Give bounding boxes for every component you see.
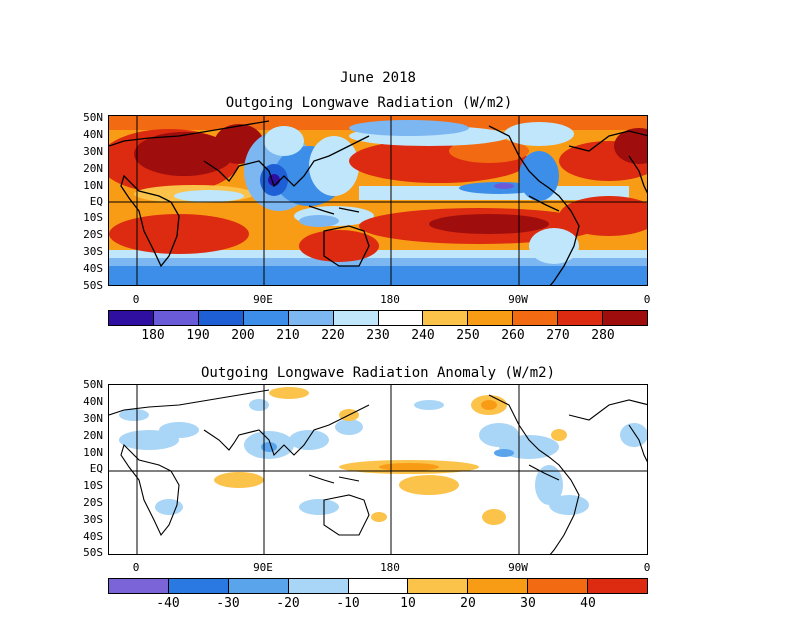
colorbar-segment [333, 311, 379, 325]
lat-label: 40S [83, 262, 103, 275]
colorbar-anomaly [108, 578, 648, 594]
colorbar-label: 20 [460, 596, 476, 611]
lat-label: 40S [83, 530, 103, 543]
colorbar-label: 200 [231, 328, 255, 343]
lon-label: 0 [643, 561, 651, 574]
lat-label: 20S [83, 496, 103, 509]
lon-label: 90E [253, 293, 273, 306]
colorbar-segment [378, 311, 424, 325]
colorbar-label: 220 [321, 328, 345, 343]
lon-label: 90E [253, 561, 273, 574]
lon-label: 0 [132, 293, 140, 306]
olr-map [108, 115, 648, 286]
colorbar-label: 10 [400, 596, 416, 611]
colorbar-segment [109, 579, 169, 593]
colorbar-label: -30 [216, 596, 240, 611]
chart-title: June 2018 [340, 70, 416, 86]
lat-label: 50N [83, 378, 103, 391]
lat-label: 50S [83, 279, 103, 292]
colorbar-label: 240 [411, 328, 435, 343]
colorbar-label: 250 [456, 328, 480, 343]
colorbar-olr [108, 310, 648, 326]
lat-label: 30N [83, 412, 103, 425]
colorbar-segment [558, 311, 604, 325]
lat-label: 20N [83, 162, 103, 175]
lon-label: 180 [380, 293, 400, 306]
lat-label: 40N [83, 395, 103, 408]
chart-subtitle: Outgoing Longwave Radiation (W/m2) [225, 95, 513, 111]
colorbar-label: 260 [501, 328, 525, 343]
anomaly-field [109, 385, 647, 554]
lat-label: 50S [83, 546, 103, 559]
colorbar-segment [348, 579, 409, 593]
lat-label: 10S [83, 479, 103, 492]
colorbar-label: -40 [156, 596, 180, 611]
colorbar-label: 280 [591, 328, 615, 343]
anomaly-title: Outgoing Longwave Radiation Anomaly (W/m… [200, 365, 556, 381]
lat-label: 30N [83, 145, 103, 158]
lat-label: 20N [83, 429, 103, 442]
lat-label: 30S [83, 245, 103, 258]
colorbar-segment [243, 311, 289, 325]
lat-label: 30S [83, 513, 103, 526]
colorbar-segment [153, 311, 199, 325]
lon-label: 180 [380, 561, 400, 574]
colorbar-segment [423, 311, 469, 325]
colorbar-segment [468, 579, 529, 593]
lat-label: 50N [83, 111, 103, 124]
lat-label: EQ [89, 195, 103, 208]
colorbar-label: 210 [276, 328, 300, 343]
colorbar-segment [109, 311, 154, 325]
lon-label: 0 [132, 561, 140, 574]
colorbar-segment [408, 579, 469, 593]
colorbar-segment [468, 311, 514, 325]
olr-field [109, 116, 647, 285]
lon-label: 90W [508, 293, 528, 306]
colorbar-label: 190 [186, 328, 210, 343]
colorbar-label: 30 [520, 596, 536, 611]
colorbar-segment [168, 579, 229, 593]
colorbar-label: 180 [141, 328, 165, 343]
lat-label: 40N [83, 128, 103, 141]
colorbar-label: 40 [580, 596, 596, 611]
colorbar-label: 270 [546, 328, 570, 343]
colorbar-label: -20 [276, 596, 300, 611]
colorbar-segment [198, 311, 244, 325]
colorbar-segment [288, 579, 349, 593]
colorbar-label: -10 [336, 596, 360, 611]
colorbar-segment [603, 311, 648, 325]
lat-label: 20S [83, 228, 103, 241]
colorbar-segment [513, 311, 559, 325]
colorbar-label: 230 [366, 328, 390, 343]
colorbar-segment [588, 579, 648, 593]
colorbar-segment [228, 579, 289, 593]
anomaly-map [108, 384, 648, 555]
lat-label: 10N [83, 179, 103, 192]
lon-label: 0 [643, 293, 651, 306]
colorbar-segment [528, 579, 589, 593]
lat-label: EQ [89, 462, 103, 475]
lat-label: 10N [83, 446, 103, 459]
lon-label: 90W [508, 561, 528, 574]
colorbar-segment [288, 311, 334, 325]
lat-label: 10S [83, 211, 103, 224]
